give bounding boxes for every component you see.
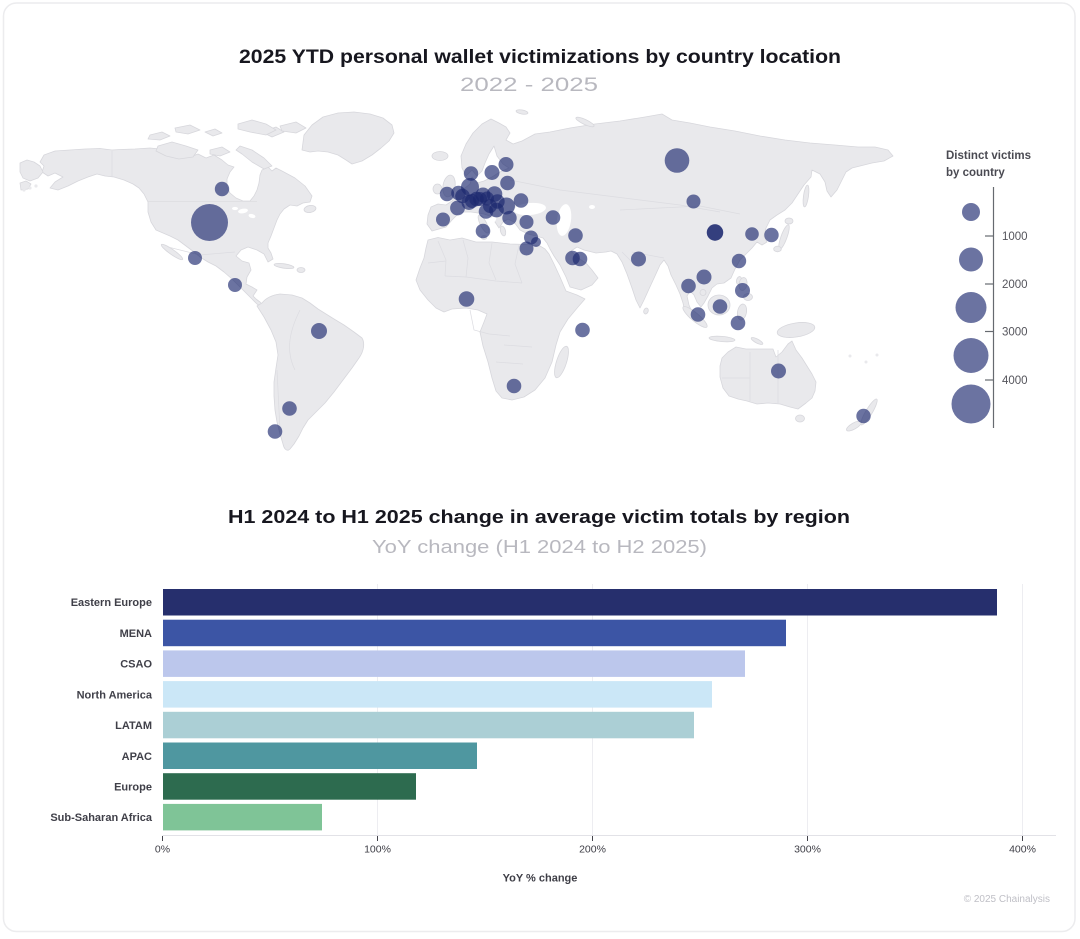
svg-text:Europe: Europe — [114, 782, 152, 794]
svg-text:North America: North America — [77, 689, 153, 701]
svg-text:YoY change (H1 2024 to H2 2025: YoY change (H1 2024 to H2 2025) — [372, 537, 707, 557]
svg-text:3000: 3000 — [1002, 327, 1028, 339]
svg-text:300%: 300% — [794, 844, 821, 856]
svg-text:Distinct victims: Distinct victims — [946, 150, 1031, 162]
svg-text:4000: 4000 — [1002, 375, 1028, 387]
svg-text:2022 - 2025: 2022 - 2025 — [460, 75, 598, 96]
svg-text:2000: 2000 — [1002, 279, 1028, 291]
svg-text:100%: 100% — [364, 844, 391, 856]
svg-text:APAC: APAC — [122, 751, 152, 763]
svg-text:1000: 1000 — [1002, 231, 1028, 243]
svg-text:0%: 0% — [155, 844, 170, 856]
svg-text:400%: 400% — [1009, 844, 1036, 856]
svg-text:H1 2024 to H1 2025 change in a: H1 2024 to H1 2025 change in average vic… — [228, 507, 850, 527]
svg-text:by country: by country — [946, 167, 1005, 179]
svg-text:CSAO: CSAO — [120, 659, 152, 671]
svg-text:Sub-Saharan Africa: Sub-Saharan Africa — [50, 812, 153, 824]
svg-text:Eastern Europe: Eastern Europe — [71, 597, 152, 609]
svg-text:200%: 200% — [579, 844, 606, 856]
svg-text:2025 YTD personal wallet victi: 2025 YTD personal wallet victimizations … — [239, 47, 841, 68]
svg-text:LATAM: LATAM — [115, 720, 152, 732]
svg-text:YoY % change: YoY % change — [503, 873, 578, 885]
svg-text:© 2025 Chainalysis: © 2025 Chainalysis — [964, 894, 1050, 905]
svg-text:MENA: MENA — [120, 628, 152, 640]
